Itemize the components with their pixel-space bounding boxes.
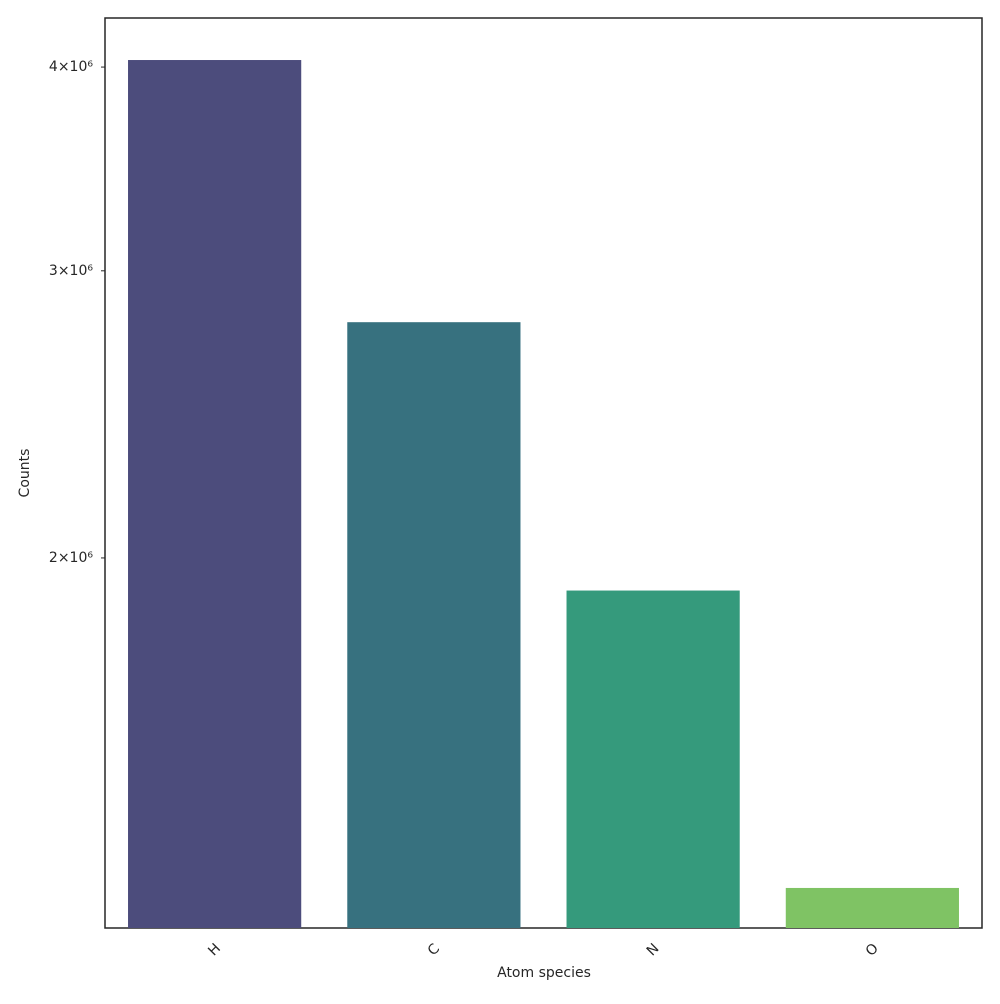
x-tick-label: N xyxy=(644,941,663,960)
y-tick-label: 3×10⁶ xyxy=(49,263,93,279)
y-axis-label: Counts xyxy=(17,449,33,498)
x-axis-label: Atom species xyxy=(497,965,591,981)
x-tick-label: H xyxy=(205,941,224,960)
y-tick-label: 2×10⁶ xyxy=(49,550,93,566)
bar xyxy=(566,590,740,928)
x-tick-label: C xyxy=(425,941,443,959)
plot-frame xyxy=(104,17,983,929)
y-tick-label: 4×10⁶ xyxy=(49,59,93,75)
x-tick-label: O xyxy=(863,940,882,959)
bar xyxy=(347,322,521,928)
bar xyxy=(785,887,959,928)
bar xyxy=(128,60,302,929)
